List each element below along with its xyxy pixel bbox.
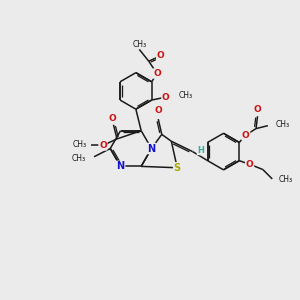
Text: S: S [174, 163, 181, 173]
Text: CH₃: CH₃ [275, 120, 289, 129]
Text: O: O [99, 141, 107, 150]
Text: N: N [116, 161, 124, 171]
Text: O: O [254, 105, 261, 114]
Text: O: O [242, 130, 250, 140]
Text: O: O [162, 93, 170, 102]
Text: O: O [154, 106, 162, 115]
Text: O: O [246, 160, 254, 169]
Text: O: O [157, 51, 164, 60]
Text: O: O [153, 69, 161, 78]
Text: N: N [147, 143, 155, 154]
Text: CH₃: CH₃ [132, 40, 146, 49]
Text: CH₃: CH₃ [279, 175, 293, 184]
Text: O: O [108, 114, 116, 123]
Text: H: H [197, 146, 204, 154]
Text: CH₃: CH₃ [72, 154, 86, 163]
Text: CH₃: CH₃ [179, 92, 193, 100]
Text: CH₃: CH₃ [73, 140, 87, 149]
